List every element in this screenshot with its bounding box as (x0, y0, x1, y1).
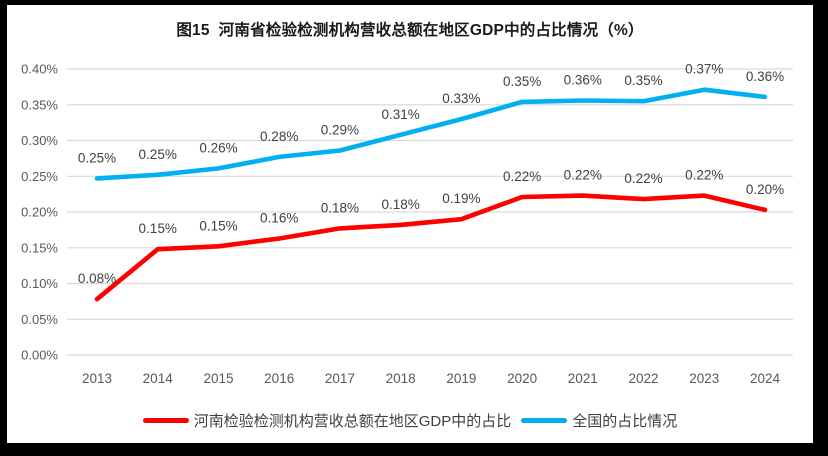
data-label-series-0: 0.19% (442, 191, 480, 206)
data-label-series-0: 0.22% (564, 168, 602, 183)
data-label-series-1: 0.28% (260, 129, 298, 144)
data-label-series-1: 0.33% (442, 91, 480, 106)
y-axis-tick-label: 0.35% (21, 97, 58, 112)
data-label-series-0: 0.20% (746, 182, 784, 197)
data-label-series-1: 0.25% (78, 150, 116, 165)
legend-line-swatch-red-icon (142, 418, 189, 423)
data-label-series-0: 0.22% (685, 168, 723, 183)
x-axis-tick-label: 2013 (82, 371, 112, 386)
y-axis-tick-label: 0.30% (21, 133, 58, 148)
y-axis-tick-label: 0.25% (21, 169, 58, 184)
chart-panel: 图15 河南省检验检测机构营收总额在地区GDP中的占比情况（%） 0.00% 0.… (7, 5, 813, 443)
y-axis-tick-label: 0.15% (21, 240, 58, 255)
data-label-series-1: 0.37% (685, 62, 723, 77)
x-axis-tick-label: 2022 (628, 371, 658, 386)
x-axis-tick-label: 2015 (203, 371, 233, 386)
series-line-0 (94, 193, 768, 302)
legend-item-national: 全国的占比情况 (521, 410, 677, 431)
y-axis-tick-label: 0.00% (21, 348, 58, 363)
data-label-series-1: 0.35% (624, 73, 662, 88)
x-axis-tick-label: 2018 (386, 371, 416, 386)
data-label-series-0: 0.16% (260, 211, 298, 226)
data-label-series-1: 0.36% (564, 73, 602, 88)
x-axis-tick-label: 2023 (689, 371, 719, 386)
x-axis-tick-label: 2017 (325, 371, 355, 386)
data-label-series-0: 0.08% (78, 271, 116, 286)
data-label-series-0: 0.22% (624, 171, 662, 186)
data-label-series-1: 0.36% (746, 69, 784, 84)
data-label-series-0: 0.18% (381, 197, 419, 212)
x-axis-tick-label: 2014 (143, 371, 174, 386)
data-label-series-1: 0.25% (139, 147, 177, 162)
data-label-series-1: 0.31% (381, 107, 419, 122)
chart-legend: 河南检验检测机构营收总额在地区GDP中的占比 全国的占比情况 (7, 410, 813, 431)
x-axis-tick-label: 2020 (507, 371, 537, 386)
legend-label-henan: 河南检验检测机构营收总额在地区GDP中的占比 (193, 413, 512, 430)
y-axis-tick-label: 0.05% (21, 312, 58, 327)
legend-line-swatch-blue-icon (521, 418, 568, 423)
y-axis-tick-label: 0.20% (21, 205, 58, 220)
line-chart-plot: 0.00% 0.05% 0.10% 0.15% 0.20% 0.25% 0.30% 0.35%… (21, 62, 793, 386)
x-axis-tick-label: 2024 (750, 371, 781, 386)
data-label-series-0: 0.15% (139, 221, 177, 236)
x-axis-tick-label: 2019 (446, 371, 476, 386)
data-label-series-0: 0.18% (321, 200, 359, 215)
data-label-series-1: 0.35% (503, 74, 541, 89)
legend-item-henan: 河南检验检测机构营收总额在地区GDP中的占比 (142, 410, 512, 431)
chart-title: 图15 河南省检验检测机构营收总额在地区GDP中的占比情况（%） (176, 22, 644, 39)
x-axis-tick-label: 2016 (264, 371, 294, 386)
data-label-series-1: 0.29% (321, 123, 359, 138)
series-line-1 (94, 87, 768, 181)
y-axis-tick-label: 0.10% (21, 276, 58, 291)
legend-label-national: 全国的占比情况 (572, 413, 678, 430)
data-label-series-1: 0.26% (199, 140, 237, 155)
x-axis-tick-label: 2021 (568, 371, 598, 386)
data-label-series-0: 0.15% (199, 218, 237, 233)
y-axis-tick-label: 0.40% (21, 62, 58, 77)
data-label-series-0: 0.22% (503, 169, 541, 184)
